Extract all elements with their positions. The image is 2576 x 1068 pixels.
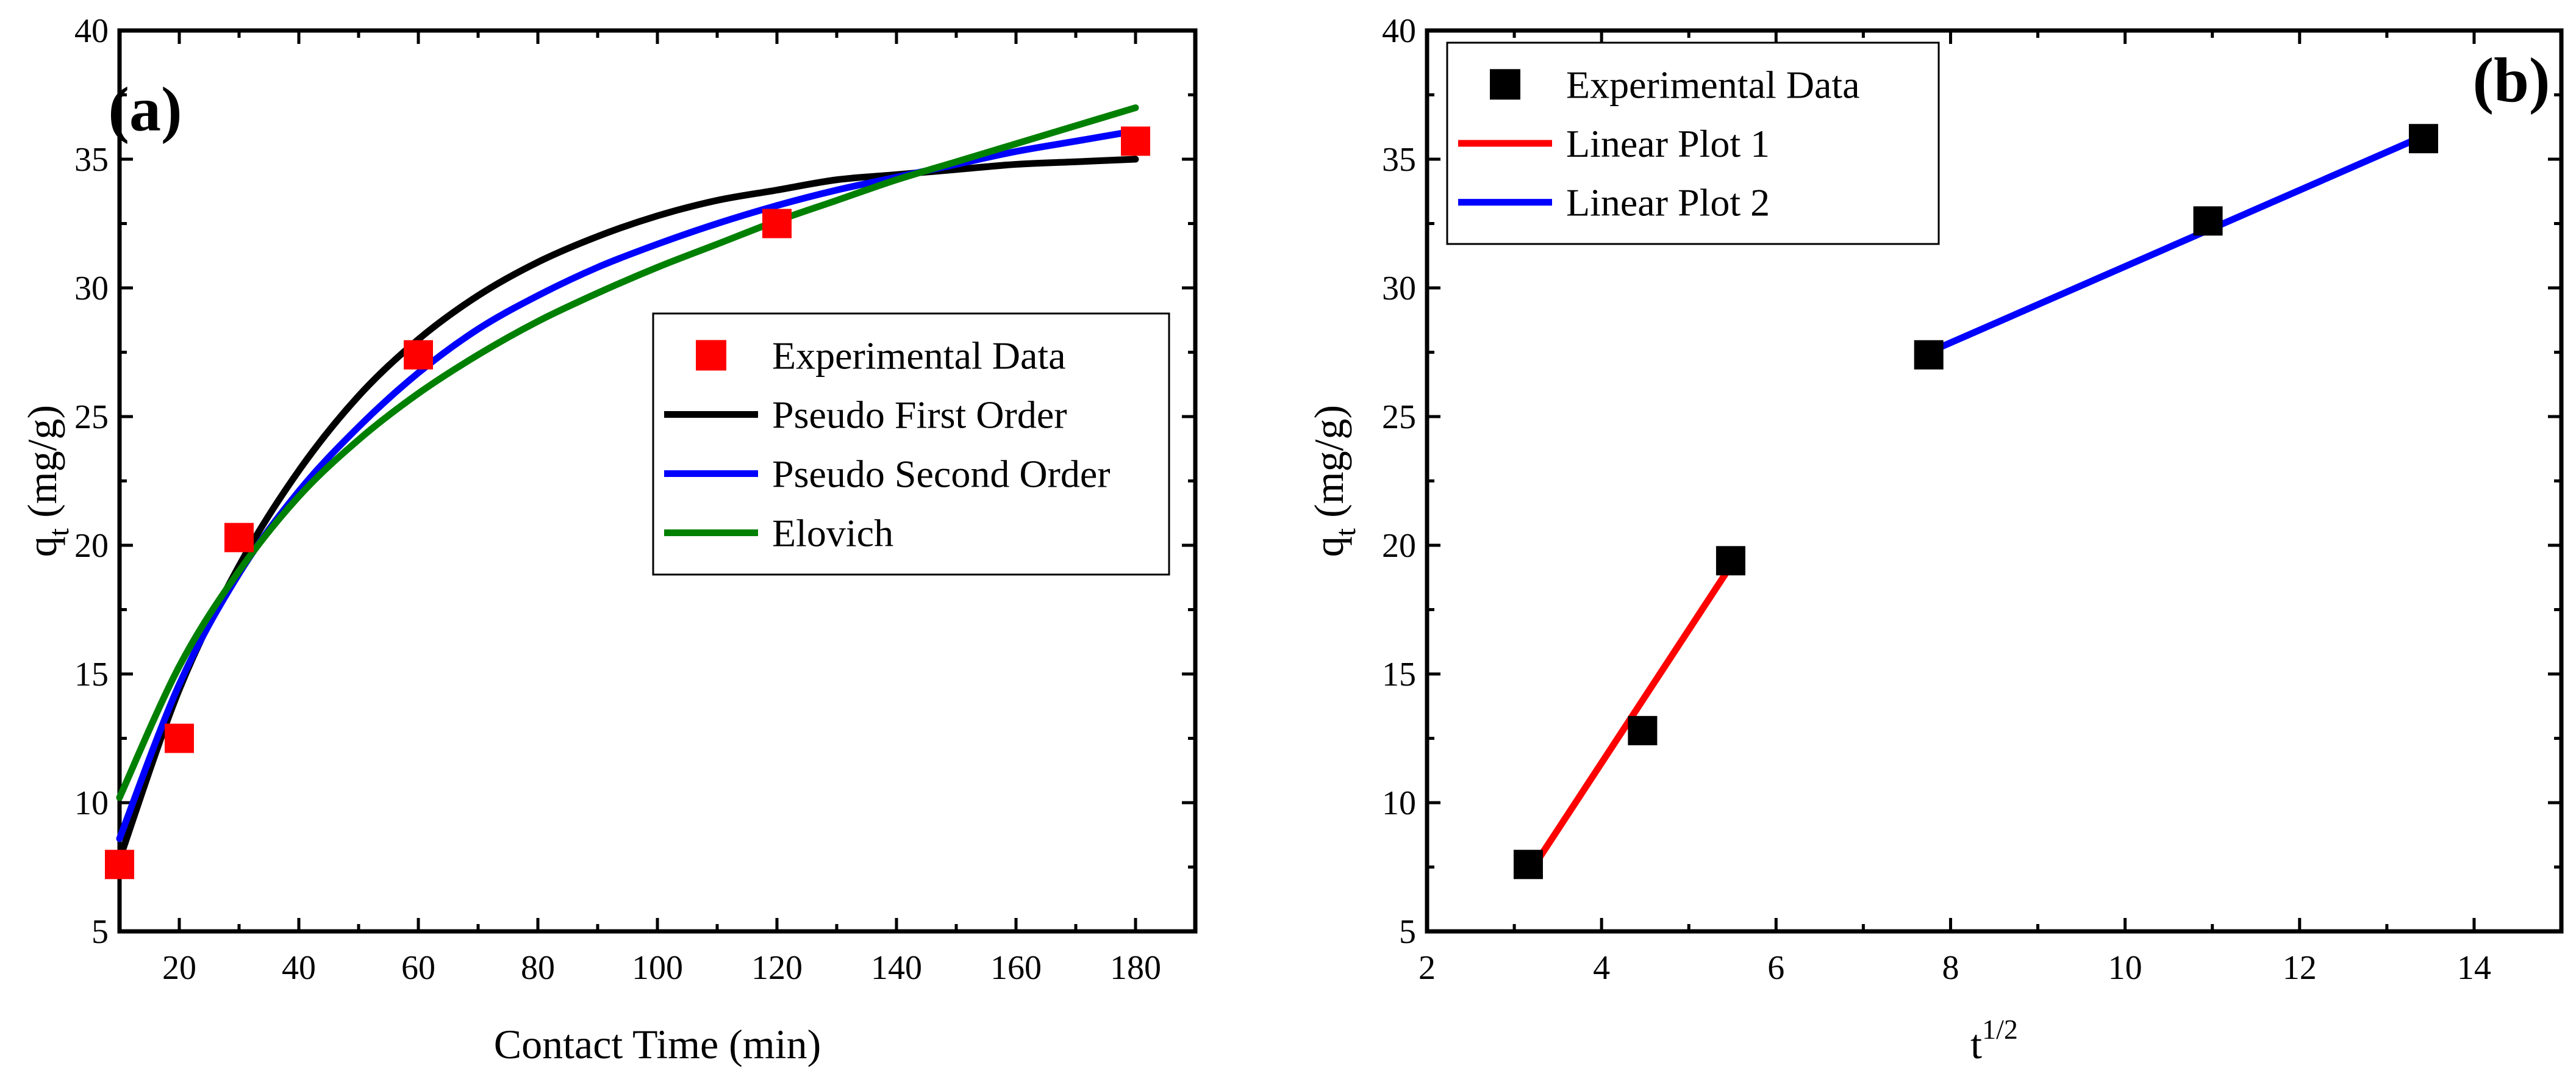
x-tick-label: 100 (632, 949, 683, 987)
y-tick-label: 5 (91, 913, 109, 951)
y-axis-title-main: q (1306, 536, 1352, 557)
series-experimental-data-point (2408, 124, 2438, 154)
panel-label: (a) (108, 74, 182, 145)
legend-label: Elovich (772, 512, 893, 555)
series-experimental-data-point (1914, 340, 1944, 370)
series-experimental-data-point (105, 850, 134, 880)
x-tick-label: 180 (1110, 949, 1161, 987)
series-experimental-data-point (404, 340, 433, 370)
y-tick-label: 15 (1382, 656, 1416, 693)
x-tick-label: 20 (162, 949, 196, 987)
series-experimental-data-point (1121, 126, 1150, 156)
series-experimental-data-point (2193, 206, 2223, 236)
y-tick-label: 10 (1382, 784, 1416, 822)
x-tick-label: 14 (2457, 949, 2491, 987)
panel-label: (b) (2472, 45, 2550, 115)
legend-marker (1490, 69, 1520, 100)
y-tick-label: 15 (74, 656, 109, 693)
y-tick-label: 35 (74, 141, 109, 179)
x-tick-label: 2 (1419, 949, 1436, 987)
x-tick-label: 80 (521, 949, 555, 987)
legend-marker (696, 340, 726, 371)
y-axis-title-main: q (19, 536, 65, 557)
series-experimental-data-point (1628, 715, 1658, 745)
y-tick-label: 25 (74, 398, 109, 436)
y-tick-label: 10 (74, 784, 109, 822)
y-tick-label: 25 (1382, 398, 1416, 436)
x-axis-title: Contact Time (min) (494, 1021, 821, 1067)
y-tick-label: 40 (74, 12, 109, 50)
x-axis-title-main: t (1970, 1021, 1982, 1067)
y-axis-title: qt (mg/g) (19, 405, 75, 557)
x-tick-label: 10 (2108, 949, 2142, 987)
y-tick-label: 30 (1382, 270, 1416, 307)
series-experimental-data-point (224, 523, 254, 553)
y-tick-label: 40 (1382, 12, 1416, 50)
panel-a-chart: 20 40 60 80 100 120 140 160 180 5 10 15 20 25 30 35 40 (a… (19, 12, 1198, 1067)
x-tick-label: 140 (871, 949, 922, 987)
y-axis-title-subscript: t (1329, 528, 1362, 536)
y-tick-label: 30 (74, 270, 109, 307)
legend-label: Pseudo Second Order (772, 453, 1111, 496)
y-tick-label: 20 (74, 527, 109, 565)
x-axis-title-main: Contact Time (min) (494, 1021, 821, 1067)
series-elovich-line (116, 104, 1139, 801)
x-tick-label: 60 (401, 949, 435, 987)
legend-label: Linear Plot 2 (1566, 181, 1770, 224)
x-tick-label: 12 (2283, 949, 2317, 987)
legend-label: Experimental Data (1566, 63, 1860, 106)
x-tick-label: 6 (1767, 949, 1784, 987)
y-axis-title-subscript: t (43, 528, 75, 536)
x-tick-label: 40 (282, 949, 316, 987)
legend-label: Linear Plot 1 (1566, 122, 1770, 165)
x-tick-label: 120 (751, 949, 803, 987)
x-tick-label: 160 (990, 949, 1042, 987)
x-tick-label: 4 (1593, 949, 1610, 987)
x-axis-title-superscript: 1/2 (1982, 1014, 2018, 1045)
y-tick-label: 20 (1382, 527, 1416, 565)
y-tick-label: 5 (1399, 913, 1416, 951)
legend-label: Pseudo First Order (772, 393, 1067, 437)
series-experimental-data-point (165, 723, 194, 753)
series-experimental-data-point (1716, 546, 1745, 576)
y-axis-title: qt (mg/g) (1306, 405, 1362, 557)
series-experimental-data-point (1513, 850, 1543, 880)
series-experimental-data-point (762, 209, 792, 238)
legend-label: Experimental Data (772, 334, 1066, 378)
x-tick-label: 8 (1942, 949, 1959, 987)
y-tick-label: 35 (1382, 141, 1416, 179)
panel-b-chart: 2 4 6 8 10 12 14 5 10 15 20 25 30 35 40 (b) Experimental… (1306, 12, 2564, 1067)
y-axis-title-unit: (mg/g) (19, 405, 65, 528)
series-linear-plot-2-line (1927, 132, 2425, 356)
x-axis-title: t1/2 (1970, 1014, 2018, 1067)
y-axis-title-unit: (mg/g) (1306, 405, 1352, 528)
